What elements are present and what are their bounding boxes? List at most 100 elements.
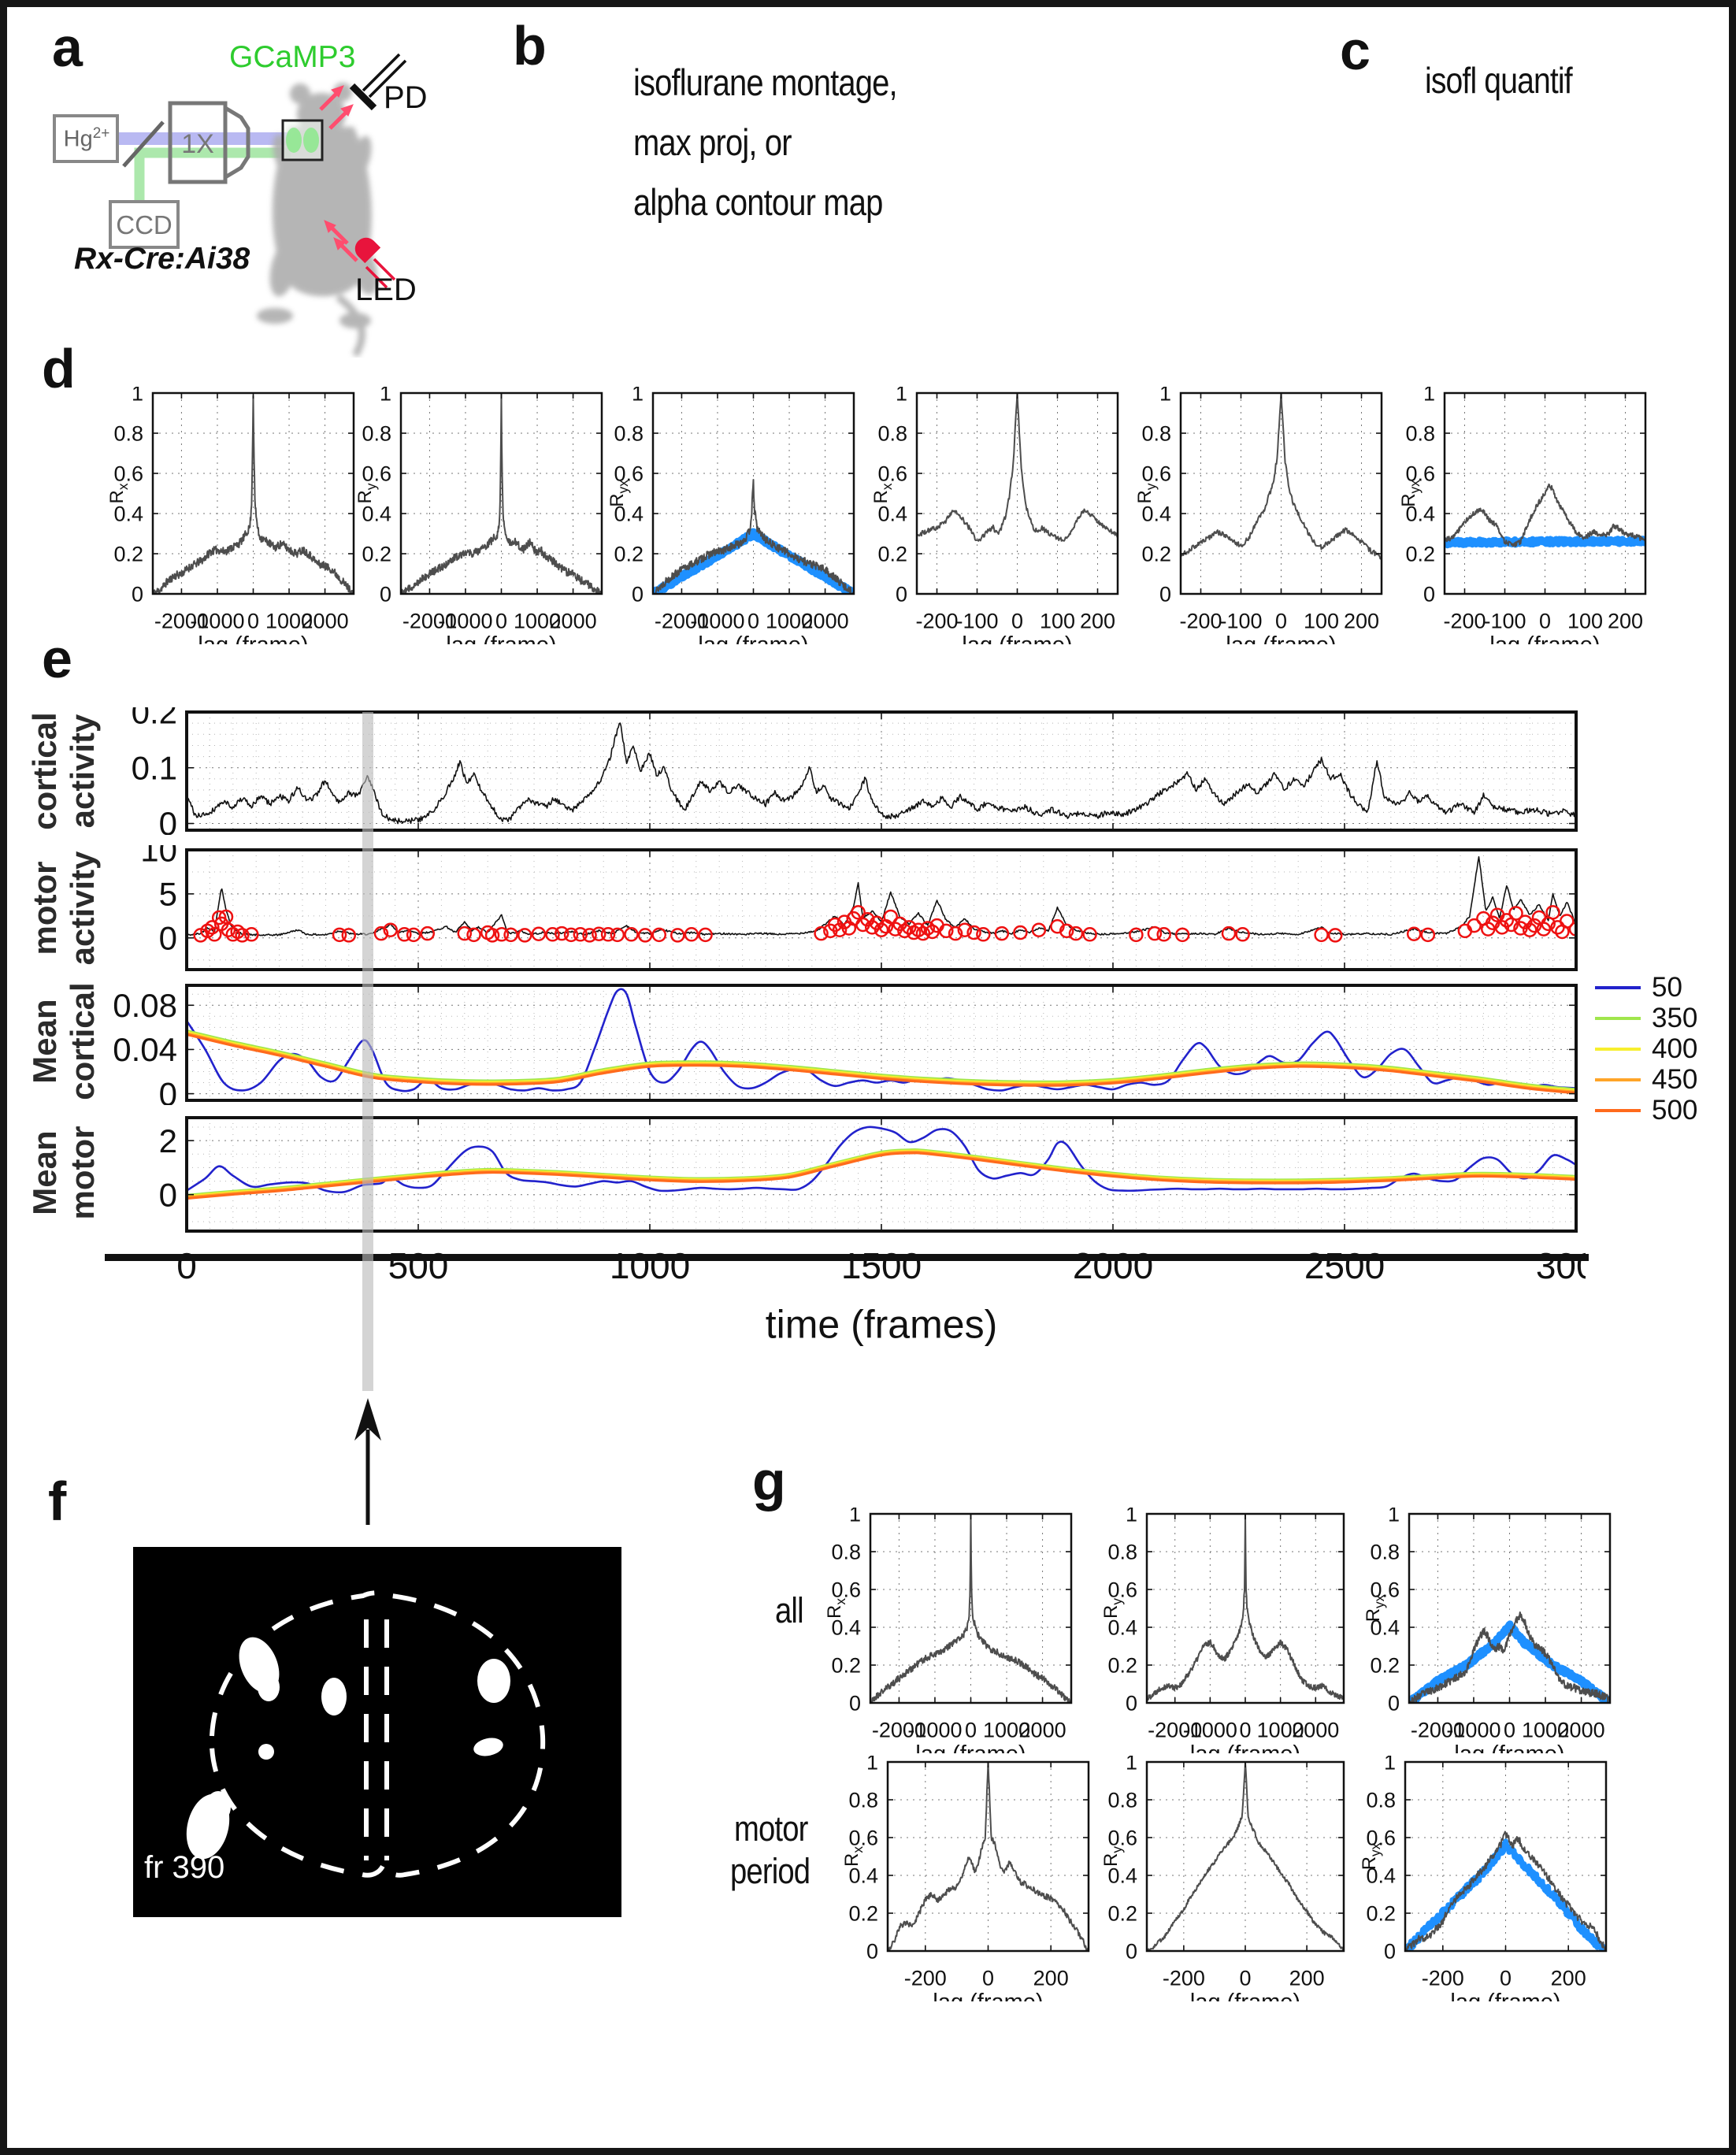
x-tick-label: 200 — [1608, 609, 1643, 632]
event-marker — [1526, 918, 1542, 933]
chart-d1: -2000-100001000200000.20.40.60.81autocor… — [106, 354, 355, 658]
mouse-genotype-label: Rx-Cre:Ai38 — [74, 242, 250, 276]
y-tick-label: 1 — [380, 387, 391, 405]
ylabel-mean-motor: Mean motor — [26, 1126, 101, 1220]
event-marker — [651, 927, 667, 943]
chart-g1: -2000-100001000200000.20.40.60.81autocor… — [824, 1475, 1073, 1767]
x-axis-label: time (frames) — [766, 1303, 997, 1347]
y-tick-label: 0.2 — [877, 542, 907, 566]
x-tick-label: -1000 — [190, 609, 244, 632]
y-tick-label: 0.8 — [1107, 1540, 1137, 1563]
x-tick-label: 0 — [247, 609, 259, 632]
y-tick-label: 0.4 — [1107, 1615, 1137, 1639]
plot-g-autocorr-motor-all: -2000-100001000200000.20.40.60.81autocor… — [1100, 1475, 1350, 1767]
chart-e2: 0 5 10 — [140, 832, 1578, 971]
event-marker — [966, 925, 981, 940]
chart-title: autocorr ctx — [888, 1508, 1053, 1510]
frame-390-highlight-band — [362, 712, 373, 1391]
y-tick-label: 0.4 — [1141, 502, 1171, 525]
event-marker — [637, 928, 653, 943]
objective-nose-icon — [224, 106, 250, 180]
event-marker — [1485, 915, 1500, 931]
chart-g6: -200 0 200 0 0.2 0.4 0.6 0.8 1 lag (frame) Ryx — [1359, 1750, 1608, 2015]
x-axis-label: lag (frame) — [1190, 1990, 1300, 2001]
plot-g-xcorr-motorctx-motorperiod: -200 0 200 0 0.2 0.4 0.6 0.8 1 lag (frame) Ryx — [1359, 1750, 1612, 2015]
y-tick-label: 0 — [159, 1176, 177, 1213]
y-tick-label: 1 — [1384, 1756, 1396, 1774]
x-tick-label: -1000 — [438, 609, 492, 632]
y-tick-label: 0.8 — [1107, 1788, 1137, 1812]
x-axis-label: lag (frame) — [698, 632, 808, 644]
y-tick-label: 1 — [632, 387, 644, 405]
panel-e-label: e — [42, 628, 72, 689]
event-marker — [211, 910, 227, 925]
y-tick-label: 0.2 — [614, 542, 644, 566]
panel-g-label: g — [752, 1450, 786, 1511]
x-tick-label: 1000 — [766, 609, 813, 632]
y-tick-label: 0.6 — [362, 462, 391, 485]
event-marker — [332, 927, 347, 943]
y-tick-label: 1 — [1388, 1508, 1400, 1526]
y-axis-label: Ry — [357, 483, 379, 503]
chart-title: autocorr L — [182, 387, 324, 389]
event-marker — [531, 926, 547, 941]
x-axis-label: lag (frame) — [1190, 1741, 1300, 1753]
x-axis-label: lag (frame) — [962, 632, 1072, 644]
y-tick-label: 0 — [159, 919, 177, 956]
y-tick-label: 0.6 — [1370, 1578, 1400, 1601]
x-tick-label: -2000 — [154, 609, 209, 632]
y-tick-label: 0.8 — [362, 421, 391, 445]
plot-cortical-activity: 0 0.1 0.2 — [108, 694, 1586, 842]
y-axis-label: Rx — [873, 483, 895, 503]
chart-title: autocorr motor — [1143, 1508, 1348, 1510]
x-tick-label: -100 — [1219, 609, 1262, 632]
series-shuffled — [1405, 1838, 1606, 1951]
y-tick-label: 0.08 — [113, 987, 177, 1024]
event-marker — [207, 927, 222, 942]
y-tick-label: 0.2 — [1405, 542, 1435, 566]
event-marker — [406, 927, 421, 943]
y-tick-label: 0 — [849, 1691, 861, 1715]
y-tick-label: 0.8 — [1405, 421, 1435, 445]
y-tick-label: 0.8 — [113, 421, 143, 445]
x-tick-label: 1000 — [983, 1718, 1030, 1741]
y-tick-label: 0.8 — [1141, 421, 1171, 445]
x-tick-label: 0 — [1500, 1966, 1512, 1990]
chart-e3: 0 0.04 0.08 — [113, 984, 1578, 1112]
x-tick-label: 1000 — [1522, 1718, 1569, 1741]
x-tick-label: 2000 — [1558, 1718, 1605, 1741]
legend-item-50: 50 — [1595, 972, 1697, 1003]
legend-item-350: 350 — [1595, 1003, 1697, 1033]
y-tick-label: 0 — [380, 582, 391, 606]
legend-line-swatch — [1595, 1078, 1641, 1081]
event-marker — [397, 927, 412, 942]
x-tick-label: -2000 — [872, 1718, 926, 1741]
y-tick-label: 0 — [1384, 1939, 1396, 1963]
x-axis-label: lag (frame) — [1450, 1990, 1560, 2001]
event-marker — [1499, 913, 1515, 928]
event-marker — [994, 925, 1010, 941]
y-tick-label: 0.4 — [1370, 1615, 1400, 1639]
y-tick-label: 0.4 — [362, 502, 391, 525]
event-marker — [814, 925, 829, 941]
y-tick-label: 1 — [896, 387, 907, 405]
y-tick-label: 0.4 — [1366, 1864, 1396, 1887]
x-tick-label: -200 — [1422, 1966, 1464, 1990]
x-axis-label: lag (frame) — [1226, 632, 1336, 644]
chart-title: xcorr R x L — [1469, 387, 1621, 389]
series-350 — [187, 1029, 1576, 1091]
y-tick-label: 0.6 — [848, 1826, 878, 1849]
panel-c-text: isofl quantif — [1425, 60, 1573, 101]
y-axis-label: Ryx — [1361, 1842, 1383, 1870]
x-axis-label: lag (frame) — [1454, 1741, 1564, 1753]
plot-g-autocorr-ctx-all: -2000-100001000200000.20.40.60.81autocor… — [824, 1475, 1078, 1767]
event-marker — [948, 925, 963, 941]
legend-label: 350 — [1652, 1003, 1698, 1033]
event-marker — [684, 927, 699, 942]
x-tick-label: -200 — [1179, 609, 1222, 632]
x-tick-label: 0 — [1275, 609, 1287, 632]
y-tick-label: 0.2 — [1370, 1653, 1400, 1677]
y-axis-label: Ry — [1103, 1846, 1125, 1867]
active-region-blobs — [186, 1637, 510, 1860]
